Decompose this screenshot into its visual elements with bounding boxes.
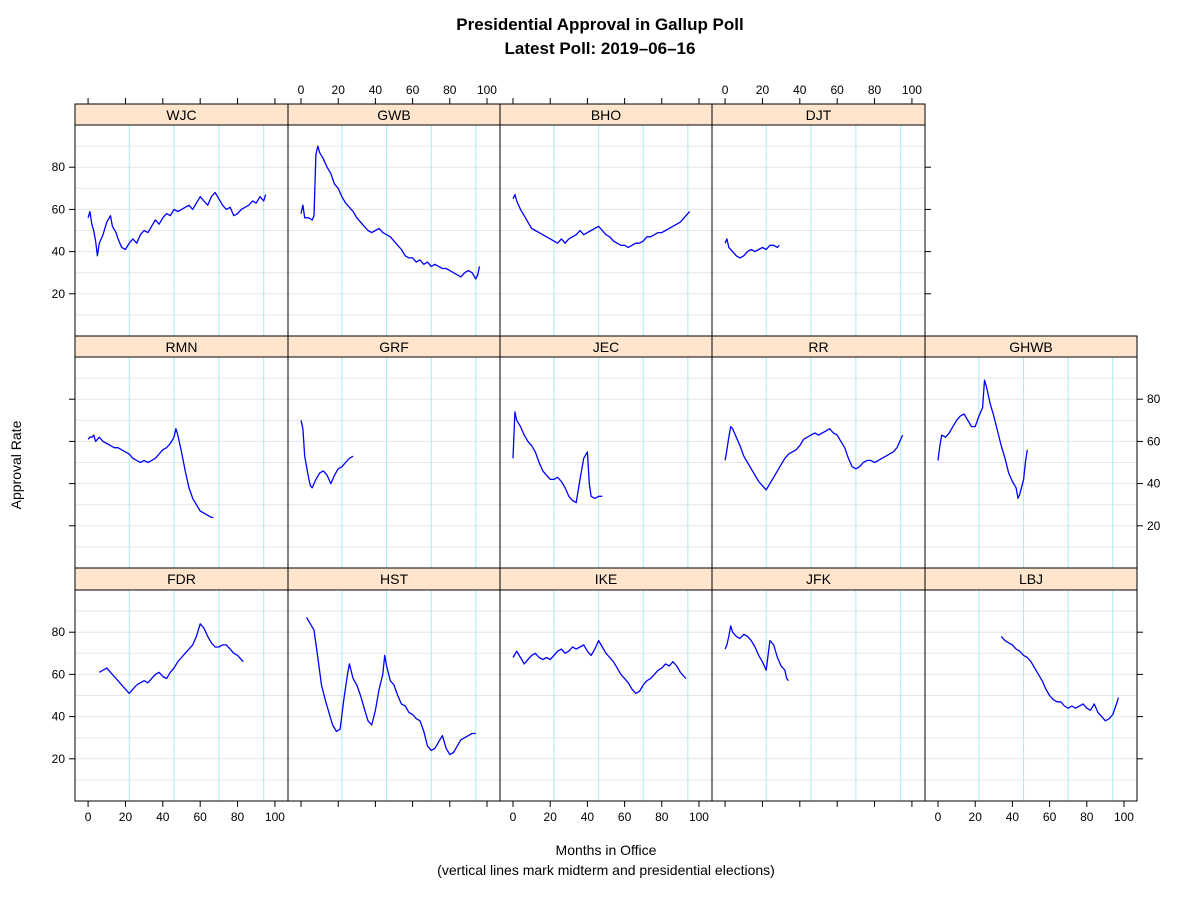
x-tick-label: 0 (298, 83, 305, 97)
x-tick-label: 60 (406, 83, 420, 97)
x-tick-label: 0 (935, 810, 942, 824)
x-tick-label: 60 (1043, 810, 1057, 824)
panel-jec: JEC (499, 335, 713, 569)
strip-label: GWB (377, 107, 410, 123)
series-line-gwb (300, 145, 481, 280)
strip-label: JEC (593, 339, 619, 355)
y-tick-label: 20 (1147, 519, 1161, 533)
y-tick-label: 80 (52, 160, 66, 174)
x-tick-label: 80 (1080, 810, 1094, 824)
panel-fdr: FDR (74, 567, 289, 802)
x-tick-label: 100 (902, 83, 922, 97)
strip-label: RR (808, 339, 828, 355)
panel-rr: RR (711, 335, 926, 569)
x-tick-label: 100 (1114, 810, 1134, 824)
series-line-lbj (1000, 635, 1120, 722)
panel-gwb: GWB (287, 103, 501, 337)
x-tick-label: 80 (231, 810, 245, 824)
y-tick-label: 60 (52, 667, 66, 681)
series-line-jec (512, 411, 603, 504)
panel-bho: BHO (499, 103, 713, 337)
series-line-hst (306, 617, 476, 756)
panel-lbj: LBJ (924, 567, 1138, 802)
series-line-jfk (724, 625, 790, 682)
x-tick-label: 20 (332, 83, 346, 97)
x-axis-note: (vertical lines mark midterm and preside… (437, 862, 775, 878)
panel-rmn: RMN (74, 335, 289, 569)
x-tick-label: 100 (477, 83, 497, 97)
y-tick-label: 20 (52, 287, 66, 301)
x-tick-label: 60 (194, 810, 208, 824)
x-tick-label: 100 (265, 810, 285, 824)
strip-label: IKE (595, 571, 618, 587)
panel-hst: HST (287, 567, 501, 802)
panel-ghwb: GHWB (924, 335, 1138, 569)
strip-label: LBJ (1019, 571, 1043, 587)
y-tick-label: 80 (52, 625, 66, 639)
panel-wjc: WJC (74, 103, 289, 337)
series-line-rr (724, 425, 904, 491)
strip-label: DJT (806, 107, 832, 123)
y-tick-label: 80 (1147, 392, 1161, 406)
chart-title: Presidential Approval in Gallup Poll (456, 15, 743, 34)
x-axis-label: Months in Office (556, 842, 657, 858)
panel-djt: DJT (711, 103, 926, 337)
series-line-wjc (87, 191, 267, 257)
x-tick-label: 80 (868, 83, 882, 97)
strip-label: RMN (166, 339, 198, 355)
series-line-djt (724, 238, 780, 259)
series-line-ike (512, 639, 687, 695)
x-tick-label: 20 (544, 810, 558, 824)
x-tick-label: 40 (793, 83, 807, 97)
x-tick-label: 80 (655, 810, 669, 824)
strip-label: WJC (166, 107, 196, 123)
panel-frame (924, 589, 1138, 802)
x-tick-label: 40 (369, 83, 383, 97)
x-tick-label: 80 (443, 83, 457, 97)
series-line-fdr (98, 623, 244, 695)
panels-group: WJC GWB BHO DJT RMN GRF JEC RR GHWB FDR HST IKE JFK L… (52, 83, 1161, 824)
x-tick-label: 60 (831, 83, 845, 97)
series-line-bho (512, 193, 691, 249)
series-line-ghwb (937, 379, 1028, 500)
panel-ike: IKE (499, 567, 713, 802)
x-tick-label: 20 (119, 810, 133, 824)
x-tick-label: 20 (969, 810, 983, 824)
y-tick-label: 40 (1147, 477, 1161, 491)
x-tick-label: 0 (510, 810, 517, 824)
strip-label: FDR (167, 571, 196, 587)
series-line-grf (300, 420, 354, 489)
panel-grf: GRF (287, 335, 501, 569)
chart-subtitle: Latest Poll: 2019–06–16 (505, 39, 696, 58)
strip-label: JFK (806, 571, 832, 587)
y-tick-label: 60 (52, 202, 66, 216)
strip-label: GRF (379, 339, 409, 355)
y-tick-label: 40 (52, 245, 66, 259)
panel-jfk: JFK (711, 567, 926, 802)
y-tick-label: 60 (1147, 434, 1161, 448)
x-tick-label: 40 (581, 810, 595, 824)
y-tick-label: 40 (52, 710, 66, 724)
x-tick-label: 0 (722, 83, 729, 97)
strip-label: BHO (591, 107, 621, 123)
strip-label: GHWB (1009, 339, 1053, 355)
x-tick-label: 60 (618, 810, 632, 824)
y-tick-label: 20 (52, 752, 66, 766)
strip-label: HST (380, 571, 408, 587)
x-tick-label: 0 (85, 810, 92, 824)
series-line-rmn (87, 428, 214, 519)
x-tick-label: 100 (689, 810, 709, 824)
x-tick-label: 40 (156, 810, 170, 824)
y-axis-label: Approval Rate (8, 420, 24, 509)
x-tick-label: 40 (1006, 810, 1020, 824)
x-tick-label: 20 (756, 83, 770, 97)
